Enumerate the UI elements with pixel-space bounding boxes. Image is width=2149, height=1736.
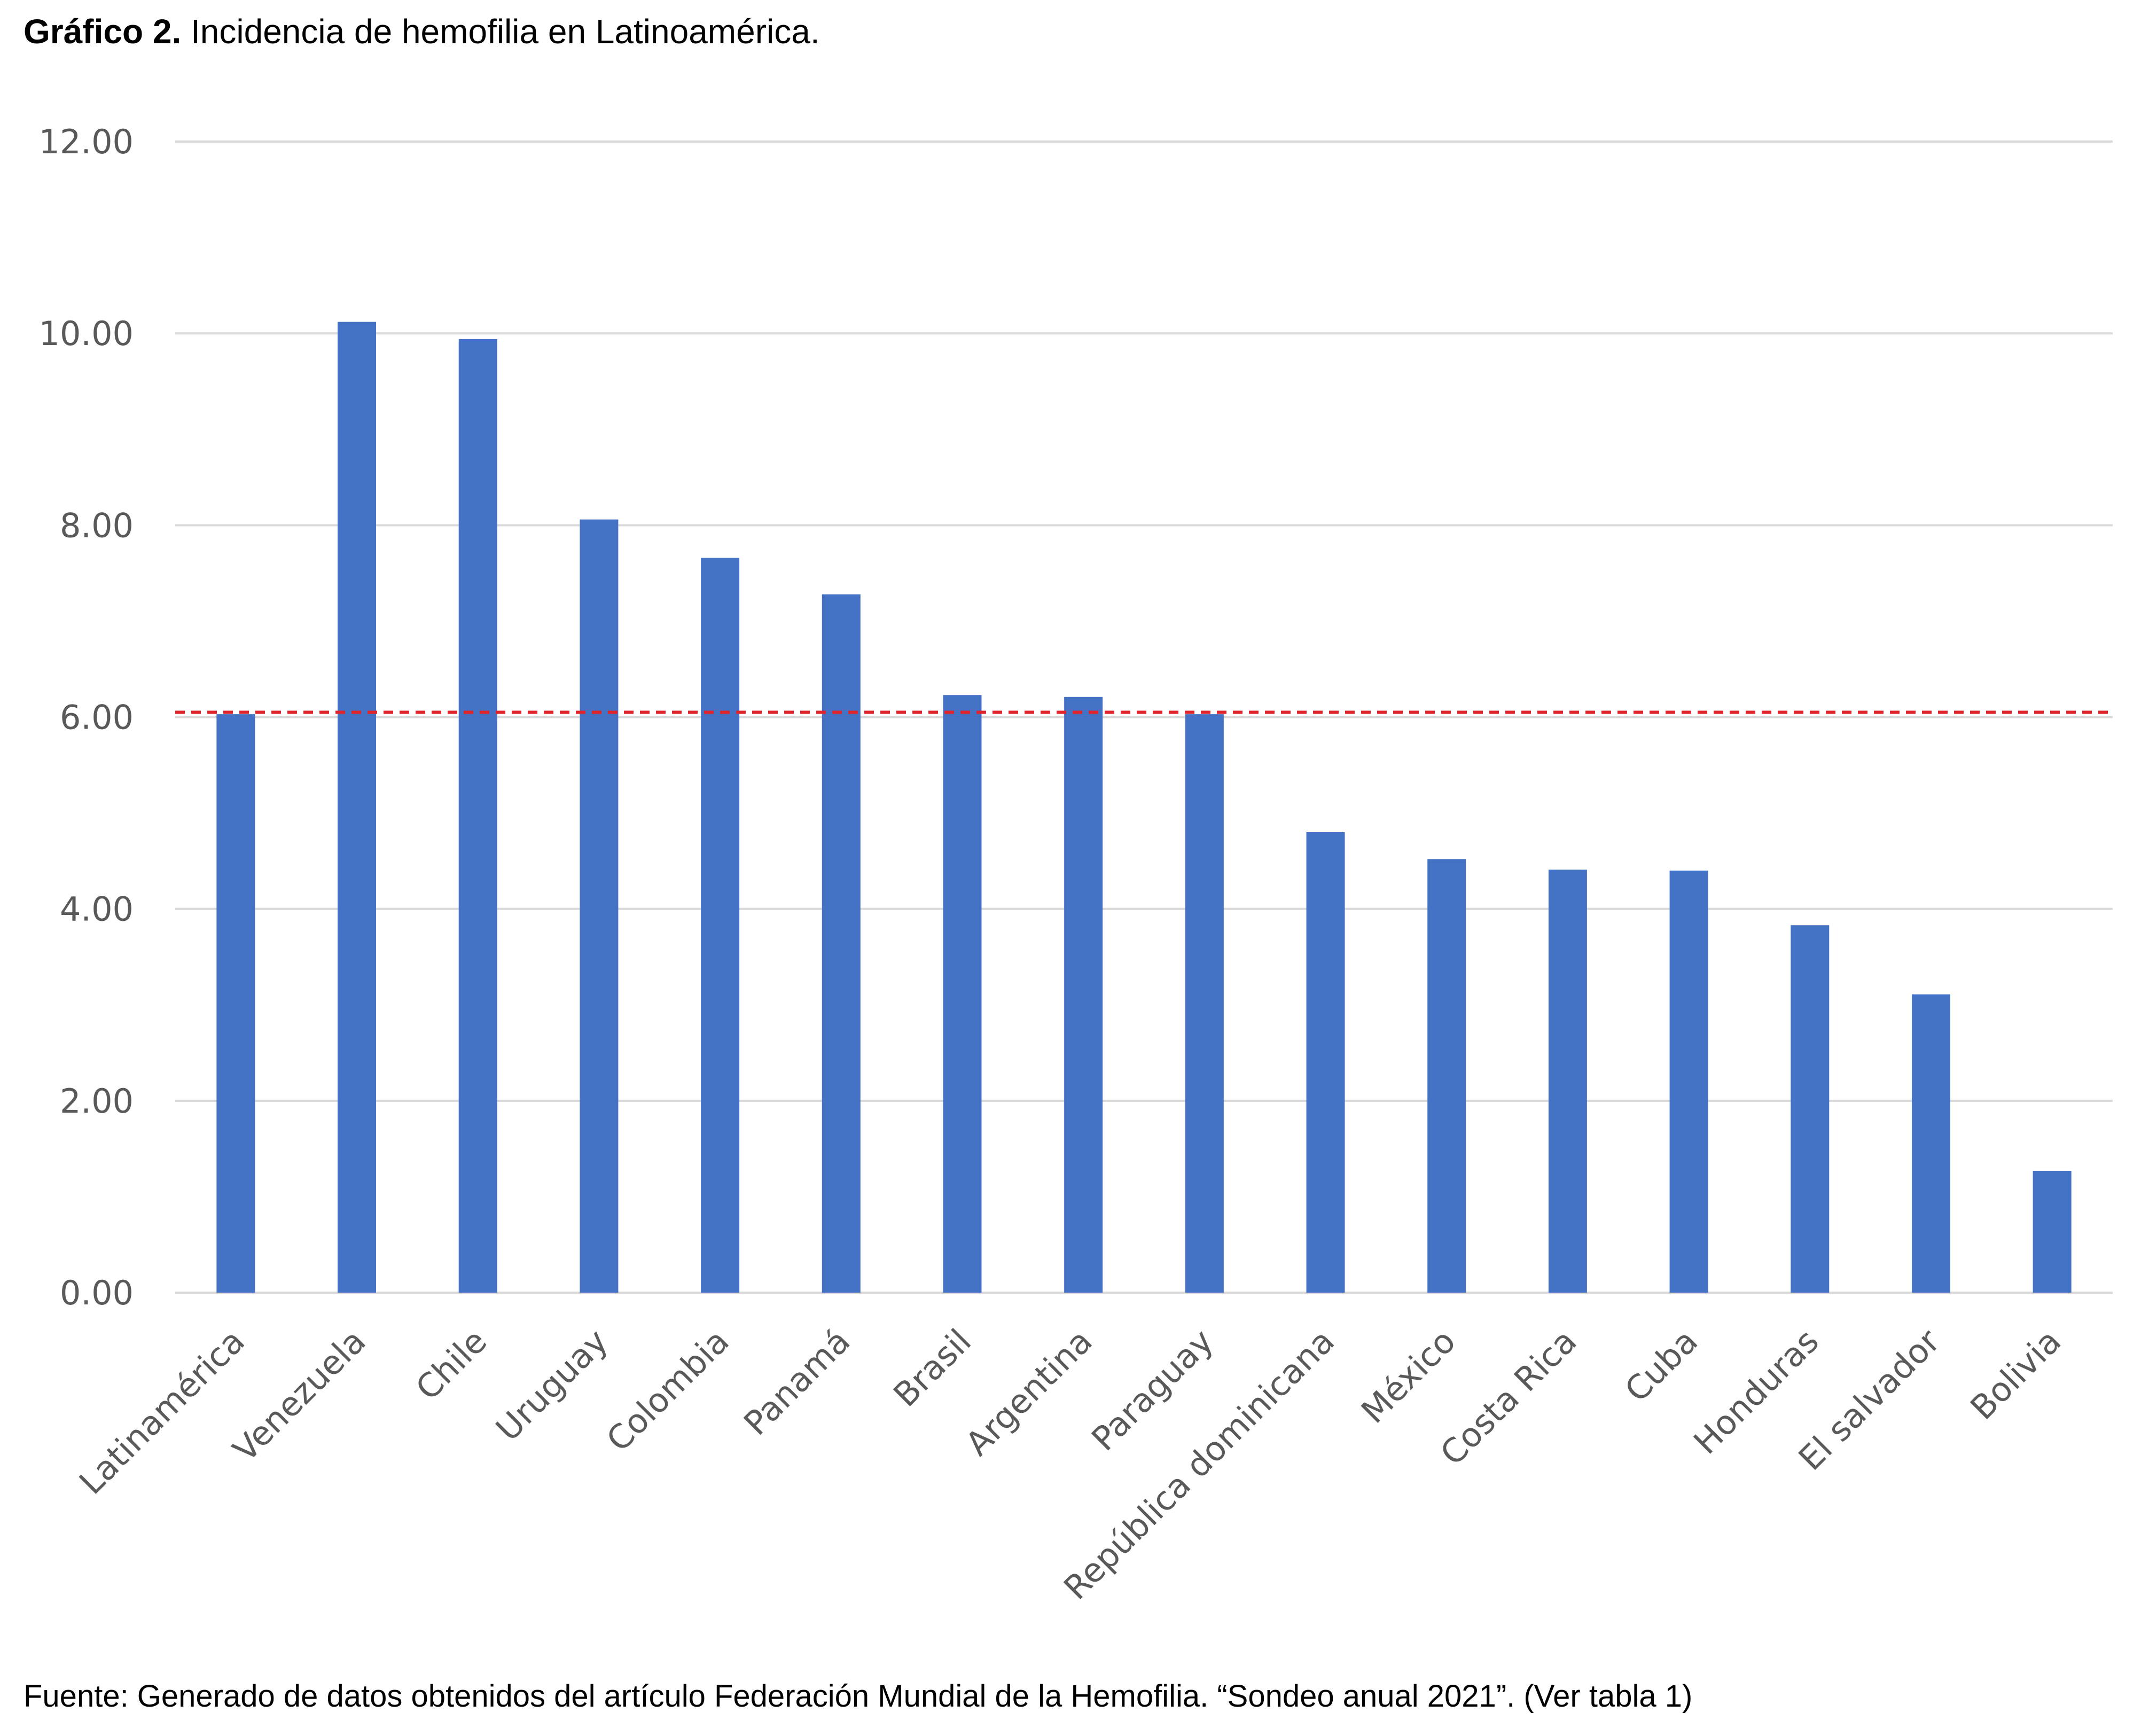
y-tick-label: 4.00 (60, 890, 134, 929)
bar (701, 558, 740, 1293)
bar (943, 695, 982, 1293)
x-tick-label: Brasil (886, 1321, 979, 1414)
bar (1306, 832, 1345, 1293)
x-tick-label: Chile (408, 1321, 494, 1407)
chart-title: Gráfico 2. Incidencia de hemofilia en La… (24, 12, 820, 51)
bar-chart: 0.00 2.00 4.00 6.00 8.00 10.00 12.00 Latinamér… (39, 122, 2113, 1607)
y-tick-label: 0.00 (60, 1273, 134, 1312)
bar (1669, 870, 1708, 1293)
bar-layer (216, 322, 2072, 1293)
x-tick-label: Argentina (958, 1321, 1099, 1463)
x-tick-label: Colombia (599, 1321, 737, 1459)
bar (458, 339, 497, 1293)
x-tick-label: Cuba (1617, 1321, 1705, 1410)
bar (1791, 925, 1830, 1293)
x-tick-label: Panamá (736, 1321, 857, 1443)
bar (1185, 714, 1224, 1293)
x-tick-label: Venezuela (225, 1321, 373, 1469)
x-tick-label: Uruguay (488, 1321, 615, 1449)
x-tick-label: Bolivia (1963, 1321, 2068, 1427)
bar (338, 322, 377, 1293)
bar (1427, 859, 1466, 1293)
bar (1911, 994, 1950, 1293)
bar (822, 594, 861, 1293)
y-axis-ticks: 0.00 2.00 4.00 6.00 8.00 10.00 12.00 (39, 122, 134, 1312)
y-tick-label: 10.00 (39, 314, 134, 353)
bar (1064, 697, 1103, 1293)
bar (216, 714, 255, 1293)
bar (2033, 1170, 2072, 1293)
y-tick-label: 2.00 (60, 1082, 134, 1121)
y-tick-label: 8.00 (60, 506, 134, 545)
bar (1548, 870, 1587, 1293)
source-note: Fuente: Generado de datos obtenidos del … (24, 1679, 1693, 1714)
x-tick-label: México (1354, 1321, 1463, 1431)
y-tick-label: 6.00 (60, 698, 134, 737)
bar (580, 519, 619, 1293)
y-tick-label: 12.00 (39, 122, 134, 161)
chart-title-bold: Gráfico 2. (24, 12, 182, 51)
x-tick-label: Latinamérica (72, 1321, 252, 1502)
grid-layer (175, 140, 2113, 1294)
chart-title-rest: Incidencia de hemofilia en Latinoamérica… (181, 12, 820, 51)
